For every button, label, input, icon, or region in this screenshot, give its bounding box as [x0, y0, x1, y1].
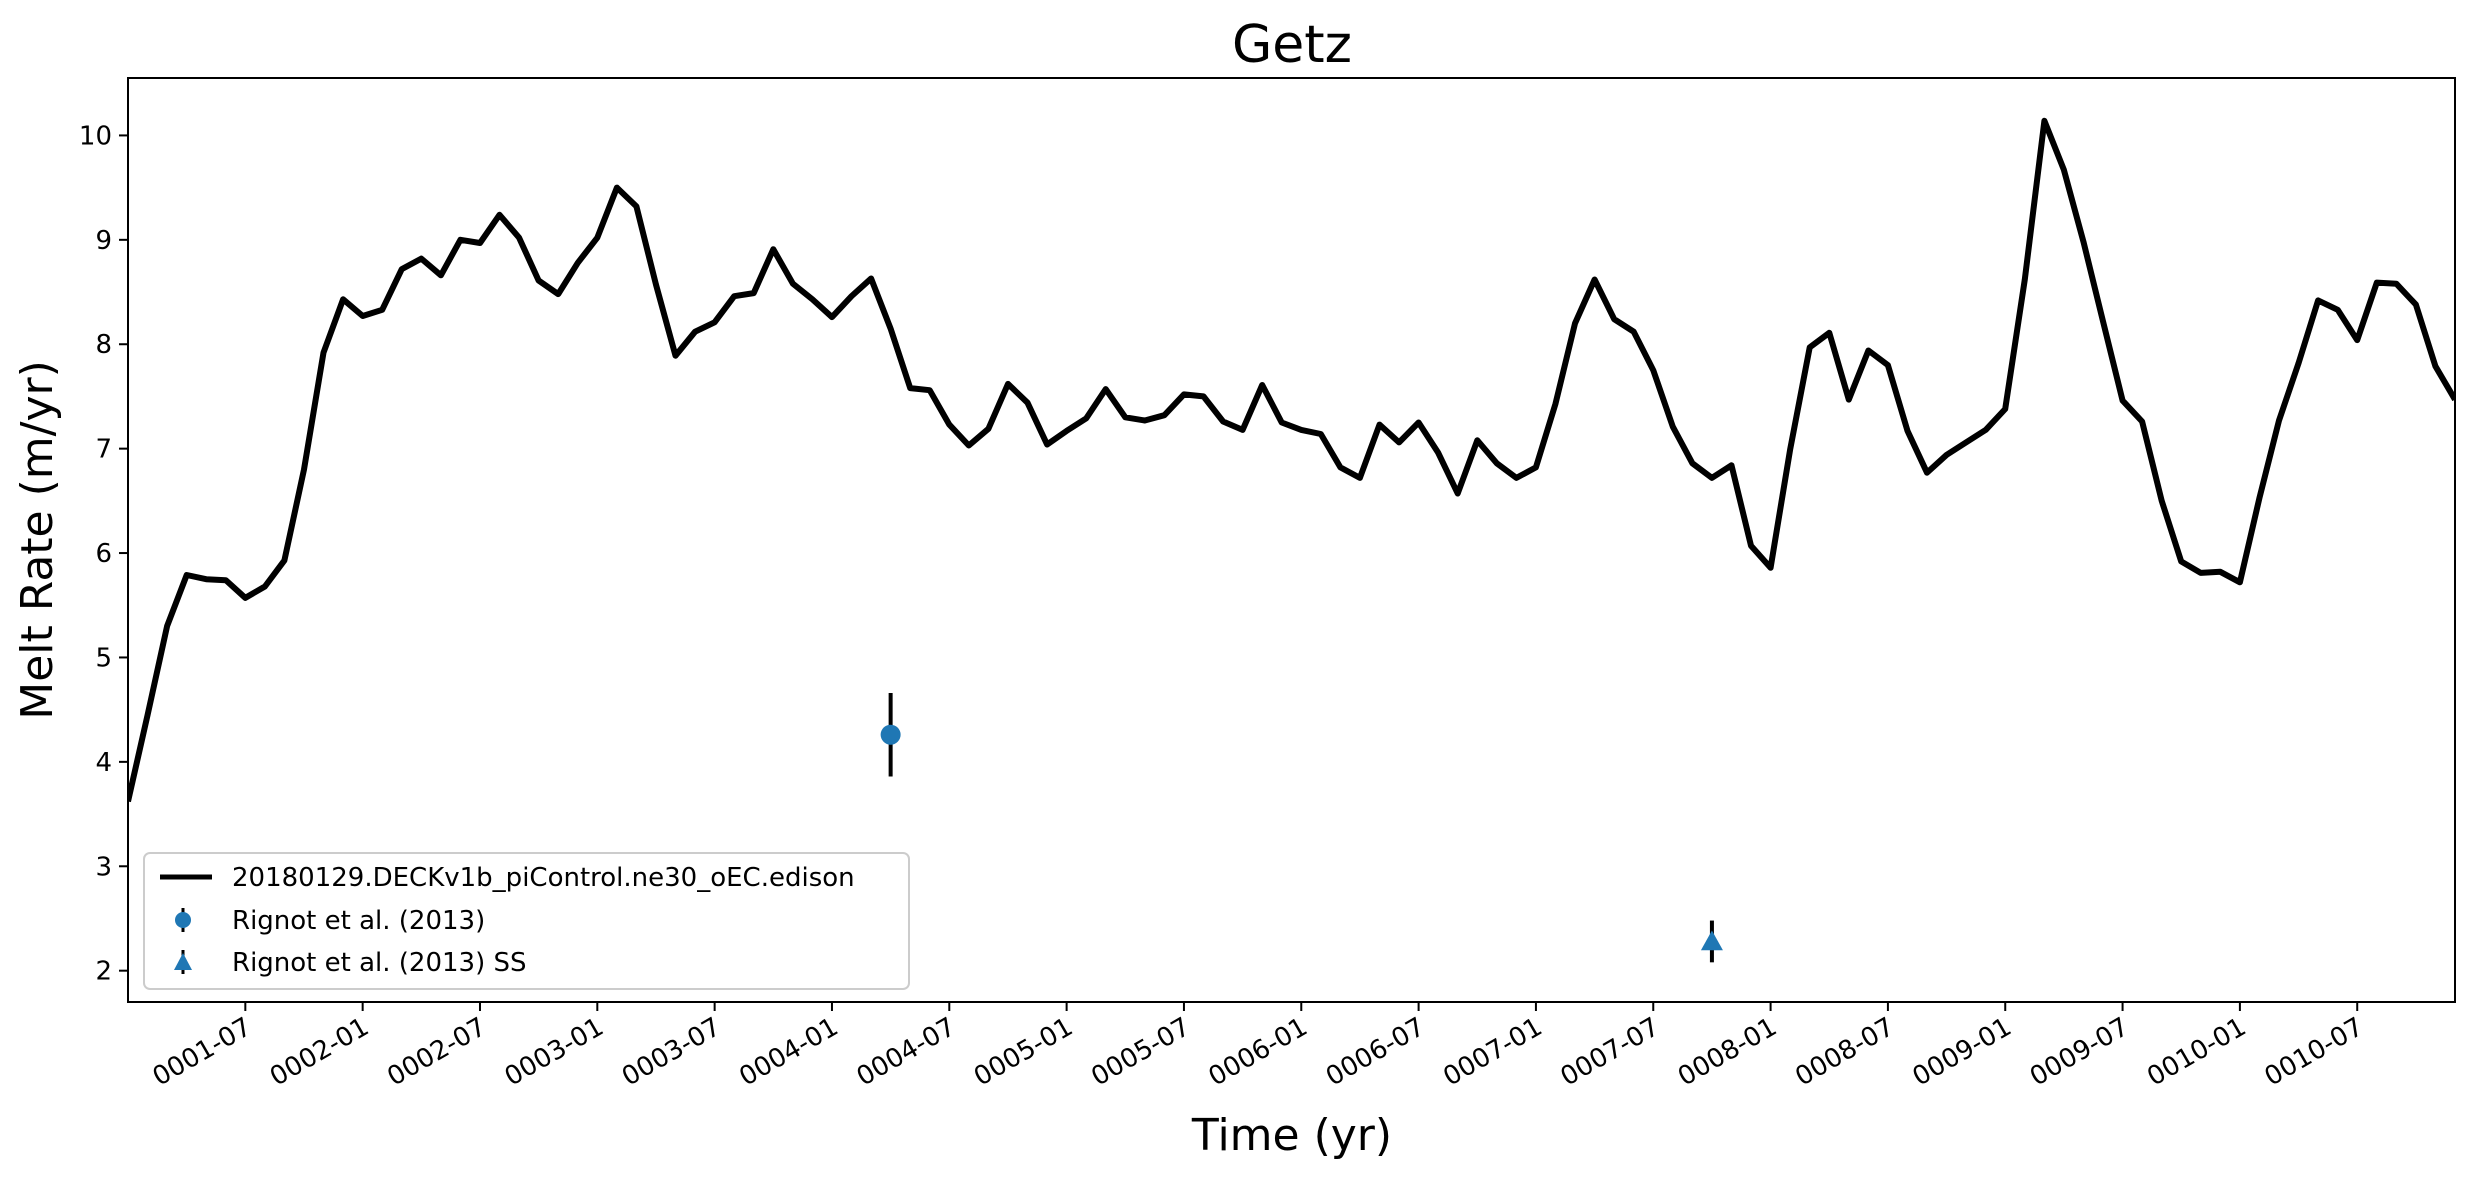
y-tick-label: 5 [95, 643, 112, 673]
x-axis: 0001-07 0002-01 0002-07 0003-01 0003-07 0004-… [148, 1002, 2369, 1092]
x-tick-label: 0003-01 [500, 1012, 609, 1092]
plot-layer [128, 117, 2455, 963]
x-tick-label: 0008-07 [1790, 1012, 1899, 1092]
legend-label-model: 20180129.DECKv1b_piControl.ne30_oEC.edis… [232, 863, 855, 893]
x-tick-label: 0001-07 [148, 1012, 257, 1092]
x-tick-label: 0004-07 [852, 1012, 961, 1092]
legend-circle-marker [175, 912, 191, 928]
x-tick-label: 0005-01 [969, 1012, 1078, 1092]
y-axis-label: Melt Rate (m/yr) [12, 360, 63, 720]
x-tick-label: 0003-07 [617, 1012, 726, 1092]
legend: 20180129.DECKv1b_piControl.ne30_oEC.edis… [143, 852, 910, 990]
legend-label-rignot-ss: Rignot et al. (2013) SS [232, 948, 527, 978]
legend-box [143, 852, 910, 990]
data-point-rignot-ss [1700, 930, 1723, 951]
y-tick-label: 7 [95, 435, 112, 465]
x-tick-label: 0008-01 [1673, 1012, 1782, 1092]
x-axis-label: Time (yr) [1191, 1110, 1392, 1161]
x-tick-label: 0006-07 [1321, 1012, 1430, 1092]
legend-label-rignot: Rignot et al. (2013) [232, 906, 485, 936]
x-tick-label: 0002-07 [382, 1012, 491, 1092]
x-tick-label: 0007-07 [1556, 1012, 1665, 1092]
x-tick-label: 0009-01 [1908, 1012, 2017, 1092]
x-tick-label: 0005-07 [1086, 1012, 1195, 1092]
x-tick-label: 0009-07 [2025, 1012, 2134, 1092]
x-tick-label: 0010-01 [2142, 1012, 2251, 1092]
y-tick-label: 3 [95, 852, 112, 882]
chart-title: Getz [1232, 15, 1352, 75]
y-tick-label: 2 [95, 957, 112, 987]
series-layer [128, 117, 2455, 963]
data-point-rignot [880, 724, 901, 745]
x-tick-label: 0004-01 [734, 1012, 843, 1092]
y-tick-label: 4 [95, 748, 112, 778]
y-tick-label: 10 [79, 121, 112, 151]
x-tick-label: 0002-01 [265, 1012, 374, 1092]
x-tick-label: 0006-01 [1204, 1012, 1313, 1092]
plot-frame [127, 77, 2456, 1003]
legend-triangle-marker [174, 953, 192, 970]
y-tick-label: 6 [95, 539, 112, 569]
x-tick-label: 0010-07 [2260, 1012, 2369, 1092]
y-tick-label: 9 [95, 226, 112, 256]
x-tick-label: 0007-01 [1438, 1012, 1547, 1092]
y-axis: 2 3 4 5 6 7 8 9 10 [79, 121, 128, 987]
series-line-model [128, 117, 2455, 803]
y-tick-label: 8 [95, 330, 112, 360]
